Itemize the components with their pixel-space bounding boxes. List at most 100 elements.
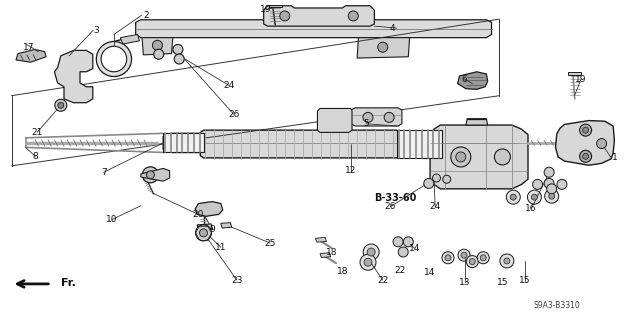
- Polygon shape: [163, 133, 204, 152]
- Polygon shape: [430, 125, 528, 189]
- Ellipse shape: [363, 112, 373, 122]
- Ellipse shape: [596, 138, 607, 149]
- Text: 10: 10: [106, 215, 118, 224]
- Ellipse shape: [96, 41, 132, 77]
- Ellipse shape: [154, 49, 164, 59]
- Text: 15: 15: [497, 278, 508, 287]
- Ellipse shape: [445, 255, 451, 261]
- Ellipse shape: [424, 178, 434, 189]
- Ellipse shape: [545, 189, 559, 203]
- Polygon shape: [197, 224, 212, 230]
- Ellipse shape: [433, 174, 440, 182]
- Ellipse shape: [548, 193, 555, 199]
- Polygon shape: [120, 34, 140, 44]
- Text: 19: 19: [260, 5, 271, 14]
- Text: B-33-60: B-33-60: [374, 193, 417, 203]
- Text: 22: 22: [377, 276, 388, 285]
- Text: 13: 13: [459, 278, 470, 287]
- Ellipse shape: [451, 147, 471, 167]
- Polygon shape: [141, 168, 170, 181]
- Ellipse shape: [55, 99, 67, 111]
- Ellipse shape: [458, 249, 470, 261]
- Ellipse shape: [58, 102, 64, 108]
- Text: 24: 24: [223, 81, 235, 90]
- Text: 17: 17: [23, 43, 35, 52]
- Ellipse shape: [364, 258, 372, 266]
- Polygon shape: [458, 72, 488, 89]
- Ellipse shape: [152, 40, 163, 50]
- Ellipse shape: [378, 42, 388, 52]
- Text: 9: 9: [210, 225, 215, 234]
- Ellipse shape: [500, 254, 514, 268]
- Polygon shape: [357, 38, 410, 58]
- Polygon shape: [136, 20, 492, 38]
- Polygon shape: [264, 6, 374, 26]
- Ellipse shape: [348, 11, 358, 21]
- Ellipse shape: [531, 194, 538, 200]
- Text: 5: 5: [364, 119, 369, 128]
- Polygon shape: [142, 38, 173, 55]
- Polygon shape: [269, 5, 282, 7]
- Polygon shape: [466, 119, 488, 125]
- Ellipse shape: [367, 248, 375, 256]
- Text: 11: 11: [215, 243, 227, 252]
- Text: 14: 14: [409, 244, 420, 253]
- Text: 25: 25: [264, 239, 276, 248]
- Ellipse shape: [200, 229, 207, 237]
- Text: 22: 22: [394, 266, 406, 275]
- Polygon shape: [195, 202, 223, 216]
- Ellipse shape: [398, 247, 408, 257]
- Text: 8: 8: [33, 152, 38, 161]
- Text: 20: 20: [193, 210, 204, 219]
- Ellipse shape: [495, 149, 511, 165]
- Ellipse shape: [480, 255, 486, 261]
- Ellipse shape: [403, 237, 413, 247]
- Ellipse shape: [510, 194, 516, 200]
- Polygon shape: [351, 108, 402, 126]
- Ellipse shape: [461, 252, 467, 258]
- Ellipse shape: [443, 175, 451, 183]
- Text: 1: 1: [612, 153, 617, 162]
- Text: 14: 14: [424, 268, 436, 277]
- Text: 26: 26: [228, 110, 239, 119]
- Text: 18: 18: [326, 248, 337, 256]
- Text: S9A3-B3310: S9A3-B3310: [533, 301, 580, 310]
- Polygon shape: [317, 108, 352, 132]
- Text: 21: 21: [31, 128, 43, 137]
- Ellipse shape: [506, 190, 520, 204]
- Ellipse shape: [196, 225, 211, 241]
- Ellipse shape: [280, 11, 290, 21]
- Text: 24: 24: [429, 202, 441, 211]
- Text: 3: 3: [93, 26, 99, 35]
- Text: 23: 23: [231, 276, 243, 285]
- Ellipse shape: [384, 112, 394, 122]
- Ellipse shape: [360, 254, 376, 270]
- Ellipse shape: [442, 252, 454, 264]
- Ellipse shape: [547, 184, 557, 194]
- Polygon shape: [316, 237, 326, 242]
- Ellipse shape: [174, 54, 184, 64]
- Polygon shape: [556, 121, 614, 165]
- Ellipse shape: [456, 152, 466, 162]
- Polygon shape: [16, 49, 46, 62]
- Ellipse shape: [527, 190, 541, 204]
- Polygon shape: [320, 253, 331, 257]
- Ellipse shape: [544, 178, 554, 189]
- Text: 15: 15: [519, 276, 531, 285]
- Ellipse shape: [580, 150, 591, 162]
- Text: 19: 19: [575, 75, 587, 84]
- Text: 4: 4: [390, 24, 395, 33]
- Ellipse shape: [557, 179, 567, 189]
- Ellipse shape: [147, 171, 154, 179]
- Polygon shape: [221, 223, 232, 228]
- Text: Fr.: Fr.: [61, 278, 76, 288]
- Ellipse shape: [582, 127, 589, 133]
- Text: 18: 18: [337, 267, 348, 276]
- Polygon shape: [568, 72, 581, 75]
- Ellipse shape: [469, 259, 476, 264]
- Ellipse shape: [580, 124, 591, 136]
- Polygon shape: [397, 130, 442, 158]
- Polygon shape: [54, 50, 93, 103]
- Text: 7: 7: [101, 168, 106, 177]
- Polygon shape: [200, 130, 400, 158]
